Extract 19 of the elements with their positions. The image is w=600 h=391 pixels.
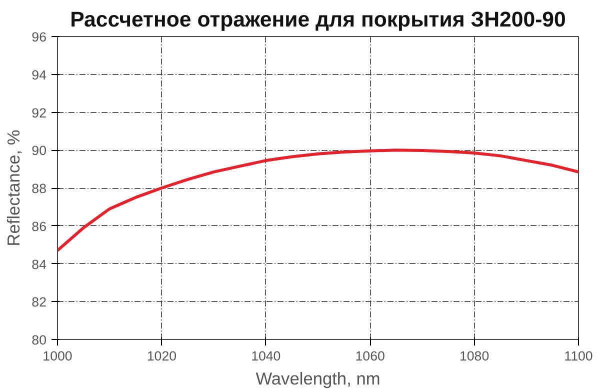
y-tick-label: 84 bbox=[32, 256, 48, 272]
y-tick-label: 88 bbox=[32, 181, 47, 196]
y-tick-label: 92 bbox=[32, 105, 47, 120]
y-axis-title: Reflectance, % bbox=[4, 130, 24, 246]
x-tick-label: 1000 bbox=[42, 348, 72, 364]
y-tick-label: 82 bbox=[32, 294, 47, 310]
y-tick-label: 86 bbox=[32, 218, 47, 234]
y-tick-label: 96 bbox=[32, 30, 47, 44]
y-tick-label: 90 bbox=[32, 143, 47, 158]
x-tick-label: 1060 bbox=[355, 348, 385, 364]
y-tick-label: 80 bbox=[32, 332, 47, 348]
x-tick-label: 1080 bbox=[459, 348, 490, 364]
chart-title: Рассчетное отражение для покрытия ЗН200-90 bbox=[70, 8, 566, 32]
x-tick-label: 1100 bbox=[564, 348, 593, 364]
line-series bbox=[58, 148, 578, 252]
x-tick-label: 1020 bbox=[146, 348, 177, 364]
x-axis-title: Wavelength, nm bbox=[256, 368, 380, 388]
y-tick-label: 94 bbox=[32, 67, 48, 82]
x-tick-label: 1040 bbox=[251, 348, 281, 364]
